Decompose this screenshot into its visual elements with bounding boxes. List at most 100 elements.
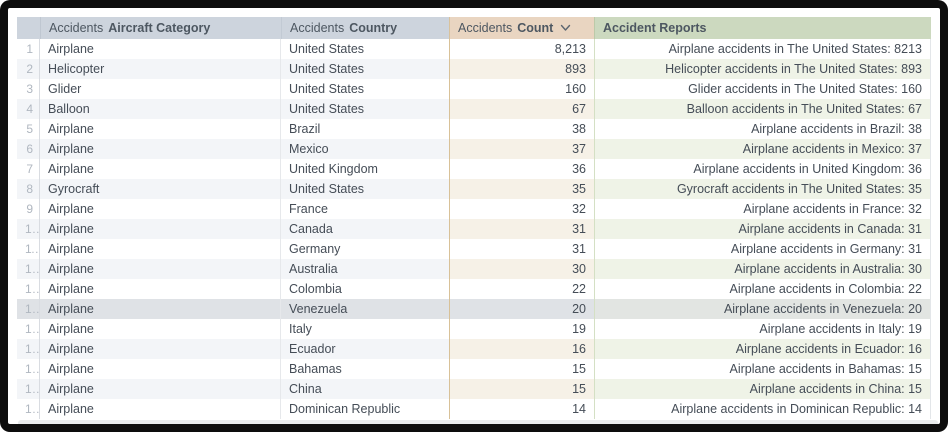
cell-aircraft-category[interactable]: Airplane: [40, 299, 281, 319]
column-header-country[interactable]: Accidents Country: [281, 17, 449, 39]
cell-count[interactable]: 160: [449, 79, 594, 99]
table-row[interactable]: 19 Airplane Dominican Republic 14 Airplane a…: [17, 399, 931, 419]
cell-country[interactable]: Mexico: [281, 139, 449, 159]
table-row[interactable]: 13 Airplane Colombia 22 Airplane accidents i…: [17, 279, 931, 299]
cell-count[interactable]: 19: [449, 319, 594, 339]
cell-aircraft-category[interactable]: Airplane: [40, 199, 281, 219]
table-row[interactable]: 18 Airplane China 15 Airplane accidents in C…: [17, 379, 931, 399]
cell-aircraft-category[interactable]: Airplane: [40, 239, 281, 259]
cell-aircraft-category[interactable]: Airplane: [40, 119, 281, 139]
cell-report[interactable]: Airplane accidents in The United States:…: [594, 39, 931, 59]
cell-aircraft-category[interactable]: Helicopter: [40, 59, 281, 79]
column-header-accident-reports[interactable]: Accident Reports: [594, 17, 931, 39]
cell-country[interactable]: Canada: [281, 219, 449, 239]
cell-report[interactable]: Balloon accidents in The United States: …: [594, 99, 931, 119]
cell-report[interactable]: Airplane accidents in Colombia: 22: [594, 279, 931, 299]
cell-report[interactable]: Helicopter accidents in The United State…: [594, 59, 931, 79]
cell-country[interactable]: United Kingdom: [289, 162, 378, 176]
cell-count[interactable]: 31: [449, 239, 594, 259]
table-row[interactable]: 3 Glider United States 160 Glider accidents …: [17, 79, 931, 99]
cell-country[interactable]: Germany: [289, 242, 341, 256]
cell-aircraft-category[interactable]: Airplane: [40, 319, 281, 339]
cell-count[interactable]: 15: [449, 359, 594, 379]
cell-aircraft-category[interactable]: Airplane: [40, 259, 281, 279]
horizontal-scrollbar-track[interactable]: [18, 420, 938, 424]
table-row[interactable]: 16 Airplane Ecuador 16 Airplane accidents in…: [17, 339, 931, 359]
cell-aircraft-category[interactable]: Airplane: [40, 379, 281, 399]
table-row[interactable]: 4 Balloon United States 67 Balloon accidents…: [17, 99, 931, 119]
cell-count[interactable]: 31: [449, 219, 594, 239]
cell-report[interactable]: Airplane accidents in Italy: 19: [594, 319, 931, 339]
cell-report[interactable]: Airplane accidents in China: 15: [594, 379, 931, 399]
cell-report[interactable]: Airplane accidents in Germany: 31: [594, 239, 931, 259]
table-row[interactable]: 8 Gyrocraft United States 35 Gyrocraft accid…: [17, 179, 931, 199]
cell-aircraft-category[interactable]: Airplane: [40, 39, 281, 59]
cell-report[interactable]: Airplane accidents in Dominican Republic…: [594, 399, 931, 419]
cell-report[interactable]: Airplane accidents in Australia: 30: [594, 259, 931, 279]
cell-count[interactable]: 37: [449, 139, 594, 159]
cell-country[interactable]: Brazil: [289, 122, 321, 136]
cell-aircraft-category[interactable]: Airplane: [40, 159, 281, 179]
column-header-aircraft-category[interactable]: Accidents Aircraft Category: [40, 17, 281, 39]
cell-aircraft-category[interactable]: Airplane: [40, 359, 281, 379]
cell-count[interactable]: 67: [449, 99, 594, 119]
cell-country[interactable]: Venezuela: [281, 299, 449, 319]
cell-report[interactable]: Gyrocraft accidents in The United States…: [594, 179, 931, 199]
cell-count[interactable]: 16: [449, 339, 594, 359]
cell-report[interactable]: Glider accidents in The United States: 1…: [594, 79, 931, 99]
cell-report[interactable]: Airplane accidents in Canada: 31: [594, 219, 931, 239]
cell-count[interactable]: 36: [449, 159, 594, 179]
cell-country[interactable]: France: [289, 202, 328, 216]
table-row[interactable]: 9 Airplane France 32 Airplane accidents in F…: [17, 199, 931, 219]
cell-report[interactable]: Airplane accidents in Mexico: 37: [594, 139, 931, 159]
cell-count[interactable]: 893: [449, 59, 594, 79]
cell-country[interactable]: Dominican Republic: [289, 402, 401, 416]
cell-country[interactable]: Italy: [289, 322, 312, 336]
cell-count[interactable]: 20: [449, 299, 594, 319]
cell-country[interactable]: Colombia: [289, 282, 342, 296]
cell-country[interactable]: China: [281, 379, 449, 399]
cell-aircraft-category[interactable]: Airplane: [40, 219, 281, 239]
cell-count[interactable]: 38: [449, 119, 594, 139]
cell-aircraft-category[interactable]: Balloon: [40, 99, 281, 119]
cell-report[interactable]: Airplane accidents in Venezuela: 20: [594, 299, 931, 319]
cell-report[interactable]: Airplane accidents in United Kingdom: 36: [594, 159, 931, 179]
cell-aircraft-category[interactable]: Airplane: [40, 139, 281, 159]
table-row[interactable]: 11 Airplane Germany 31 Airplane accidents in…: [17, 239, 931, 259]
table-row[interactable]: 14 Airplane Venezuela 20 Airplane accidents …: [17, 299, 931, 319]
cell-country[interactable]: United States: [281, 179, 449, 199]
cell-country[interactable]: United States: [289, 82, 365, 96]
column-header-count[interactable]: Accidents Count: [449, 17, 594, 39]
cell-country[interactable]: United States: [281, 99, 449, 119]
cell-count[interactable]: 15: [449, 379, 594, 399]
table-row[interactable]: 17 Airplane Bahamas 15 Airplane accidents in…: [17, 359, 931, 379]
cell-report[interactable]: Airplane accidents in France: 32: [594, 199, 931, 219]
cell-report[interactable]: Airplane accidents in Ecuador: 16: [594, 339, 931, 359]
cell-count[interactable]: 32: [449, 199, 594, 219]
table-row[interactable]: 6 Airplane Mexico 37 Airplane accidents in M…: [17, 139, 931, 159]
cell-country[interactable]: United States: [289, 42, 365, 56]
cell-count[interactable]: 22: [449, 279, 594, 299]
cell-count[interactable]: 8,213: [449, 39, 594, 59]
cell-aircraft-category[interactable]: Airplane: [40, 339, 281, 359]
cell-report[interactable]: Airplane accidents in Bahamas: 15: [594, 359, 931, 379]
cell-country[interactable]: Australia: [281, 259, 449, 279]
cell-aircraft-category[interactable]: Gyrocraft: [40, 179, 281, 199]
cell-report[interactable]: Airplane accidents in Brazil: 38: [594, 119, 931, 139]
cell-aircraft-category[interactable]: Airplane: [40, 399, 281, 419]
cell-country[interactable]: Bahamas: [289, 362, 342, 376]
cell-count[interactable]: 14: [449, 399, 594, 419]
cell-count[interactable]: 35: [449, 179, 594, 199]
table-row[interactable]: 10 Airplane Canada 31 Airplane accidents in …: [17, 219, 931, 239]
table-row[interactable]: 7 Airplane United Kingdom 36 Airplane accide…: [17, 159, 931, 179]
table-row[interactable]: 15 Airplane Italy 19 Airplane accidents in I…: [17, 319, 931, 339]
table-row[interactable]: 1 Airplane United States 8,213 Airplane acci…: [17, 39, 931, 59]
table-row[interactable]: 2 Helicopter United States 893 Helicopter ac…: [17, 59, 931, 79]
cell-aircraft-category[interactable]: Glider: [40, 79, 281, 99]
cell-country[interactable]: United States: [281, 59, 449, 79]
table-row[interactable]: 12 Airplane Australia 30 Airplane accidents …: [17, 259, 931, 279]
cell-aircraft-category[interactable]: Airplane: [40, 279, 281, 299]
table-row[interactable]: 5 Airplane Brazil 38 Airplane accidents in B…: [17, 119, 931, 139]
cell-count[interactable]: 30: [449, 259, 594, 279]
cell-country[interactable]: Ecuador: [281, 339, 449, 359]
